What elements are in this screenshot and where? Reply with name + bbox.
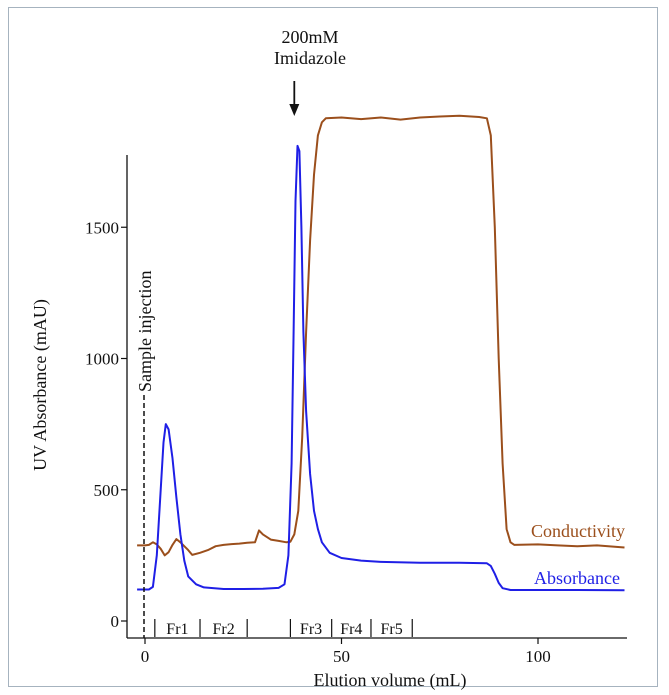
fraction-label: Fr4 bbox=[340, 621, 362, 638]
y-tick-label: 1500 bbox=[85, 218, 119, 237]
absorbance-line bbox=[137, 144, 625, 592]
fraction-label: Fr5 bbox=[380, 621, 402, 638]
y-tick-label: 0 bbox=[111, 612, 120, 631]
conductivity-label: Conductivity bbox=[531, 521, 625, 541]
imidazole-label-line2: Imidazole bbox=[274, 48, 346, 68]
sample-injection-label: Sample injection bbox=[135, 271, 155, 392]
imidazole-arrow-head bbox=[289, 104, 300, 116]
y-tick-label: 500 bbox=[94, 481, 120, 500]
x-tick-label: 50 bbox=[333, 647, 350, 666]
chart-frame bbox=[8, 7, 658, 687]
x-axis-title: Elution volume (mL) bbox=[314, 670, 467, 691]
fraction-label: Fr2 bbox=[212, 621, 234, 638]
conductivity-line bbox=[137, 114, 625, 557]
fraction-label: Fr3 bbox=[300, 621, 322, 638]
fraction-label: Fr1 bbox=[166, 621, 188, 638]
x-tick-label: 0 bbox=[141, 647, 150, 666]
y-tick-label: 1000 bbox=[85, 350, 119, 369]
absorbance-label: Absorbance bbox=[534, 568, 620, 588]
y-axis-title: UV Absorbance (mAU) bbox=[30, 299, 51, 471]
x-tick-label: 100 bbox=[525, 647, 551, 666]
imidazole-label-line1: 200mM bbox=[281, 27, 338, 47]
